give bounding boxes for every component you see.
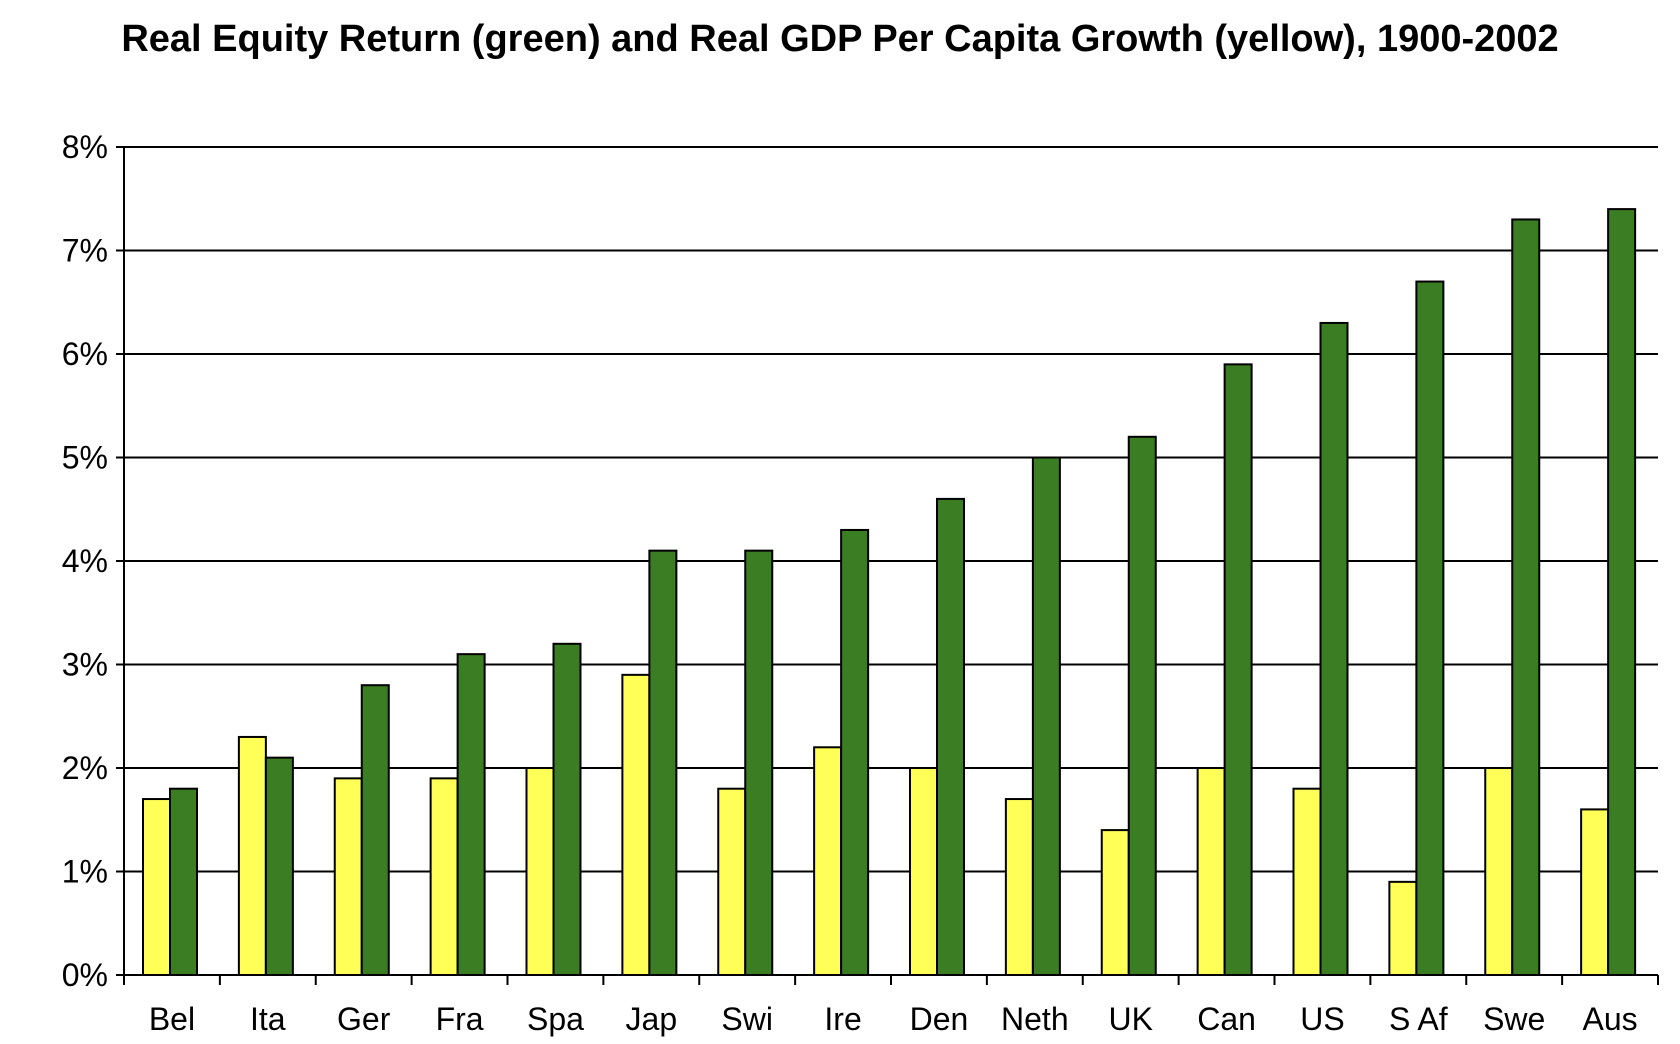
x-tick-label: Fra (436, 1001, 484, 1037)
bar-equity-return (360, 684, 390, 976)
x-tick-label: Swi (721, 1001, 773, 1037)
x-tick-label: Can (1197, 1001, 1256, 1037)
y-tick-label: 7% (62, 233, 108, 269)
bar-gdp-growth (1004, 798, 1034, 976)
bar-equity-return (552, 642, 582, 976)
bar-gdp-growth (142, 798, 171, 976)
x-tick-label: Swe (1483, 1001, 1545, 1037)
bar-gdp-growth (1388, 880, 1418, 976)
x-tick-label: Ger (337, 1001, 391, 1037)
y-tick-labels: 0% 1% 2% 3% 4% 5% 6% 7% 8% (62, 129, 108, 993)
x-tick-label: Bel (149, 1001, 195, 1037)
x-tick-label: Neth (1001, 1001, 1069, 1037)
y-tick-label: 0% (62, 957, 108, 993)
bar-gdp-growth (429, 777, 459, 976)
bar-gdp-growth (813, 746, 843, 976)
y-tick-label: 8% (62, 129, 108, 165)
bar-equity-return (936, 497, 965, 976)
bar-equity-return (1127, 435, 1157, 976)
bar-gdp-growth (717, 787, 747, 977)
bar-equity-return (1415, 280, 1445, 976)
y-tick-label: 2% (62, 750, 108, 786)
chart-title: Real Equity Return (green) and Real GDP … (121, 18, 1559, 60)
x-tick-label: Ire (824, 1001, 861, 1037)
bar-gdp-growth (525, 767, 555, 976)
bar-gdp-growth (237, 735, 267, 977)
bar-equity-return (1223, 363, 1253, 977)
bar-equity-return (840, 528, 870, 976)
y-tick-label: 5% (62, 440, 108, 476)
bar-equity-return (1607, 208, 1637, 977)
bar-gdp-growth (1292, 787, 1322, 977)
y-tick-label: 6% (62, 336, 108, 372)
bar-gdp-growth (1484, 767, 1514, 976)
axes (116, 146, 1659, 985)
y-tick-label: 3% (62, 647, 108, 683)
x-tick-label: Aus (1582, 1001, 1637, 1037)
x-tick-label: S Af (1389, 1001, 1448, 1037)
x-tick-labels: Bel Ita Ger Fra Spa Jap Swi Ire Den Neth UK Can US S … (149, 1001, 1638, 1037)
x-tick-label: Jap (626, 1001, 678, 1037)
x-tick-label: Den (910, 1001, 969, 1037)
bar-gdp-growth (1580, 808, 1610, 977)
x-tick-label: Ita (250, 1001, 286, 1037)
y-tick-label: 4% (62, 543, 108, 579)
bars (142, 208, 1637, 977)
bar-equity-return (744, 549, 774, 977)
bar-equity-return (1319, 321, 1349, 976)
x-tick-label: UK (1108, 1001, 1152, 1037)
bar-gdp-growth (333, 777, 363, 976)
bar-gdp-growth (1100, 829, 1130, 976)
bar-equity-return (264, 756, 294, 977)
bar-equity-return (456, 653, 486, 977)
bar-equity-return (169, 787, 198, 977)
bar-equity-return (1031, 456, 1061, 976)
bar-gdp-growth (621, 673, 651, 976)
x-tick-label: Spa (527, 1001, 584, 1037)
bar-equity-return (648, 549, 678, 977)
bar-equity-return (1511, 218, 1541, 976)
y-tick-label: 1% (62, 854, 108, 890)
x-tick-label: US (1300, 1001, 1344, 1037)
bar-gdp-growth (1196, 767, 1226, 976)
bar-gdp-growth (909, 767, 938, 976)
